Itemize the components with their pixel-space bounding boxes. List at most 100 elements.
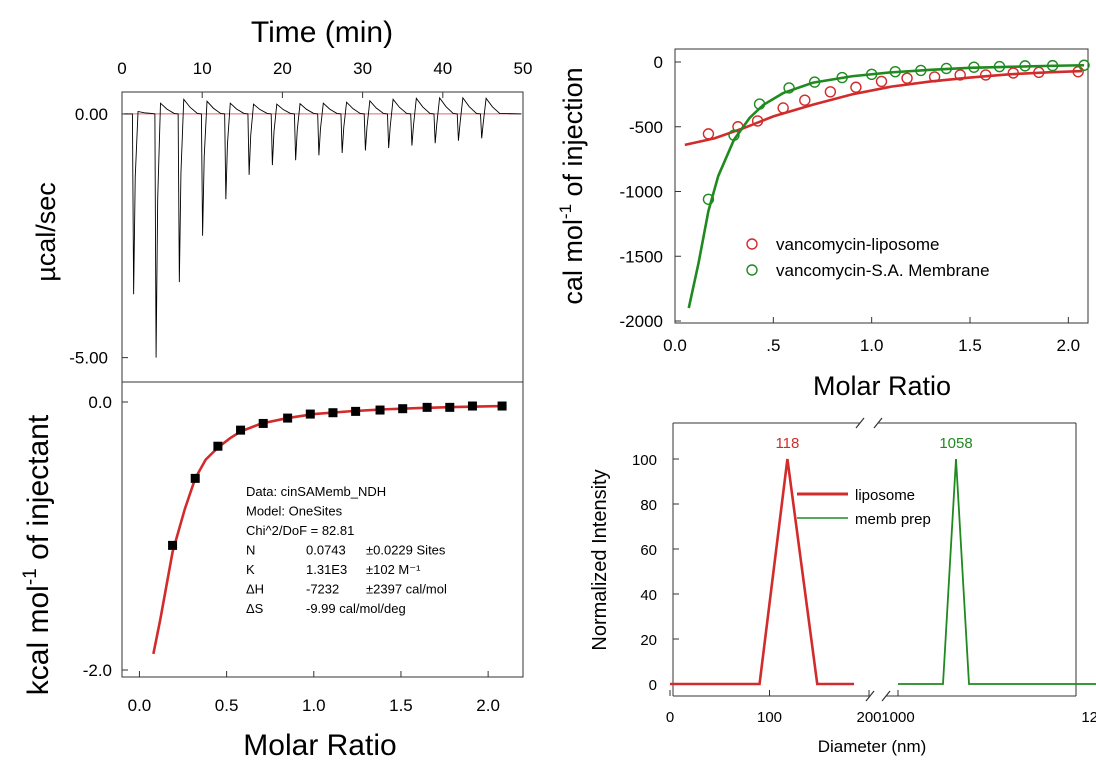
x-tick-label: 1200	[1081, 709, 1096, 726]
series-1-point	[1046, 59, 1059, 72]
fit-param-value: -9.99 cal/mol/deg	[306, 601, 406, 616]
axis-break-mark	[873, 417, 883, 429]
fit-param-label: Chi^2/DoF = 82.81	[246, 523, 354, 538]
y-tick-label: 0	[654, 53, 663, 72]
series-0-point	[751, 115, 764, 127]
x-tick-label: 100	[757, 709, 782, 726]
legend-marker	[746, 264, 758, 276]
fit-line-1	[687, 63, 1085, 309]
series-0-point	[901, 72, 913, 84]
heats-ylabel: cal mol-1 of injection	[556, 67, 588, 304]
x-tick-label: 1.0	[302, 696, 326, 715]
peak-label: 1058	[939, 435, 972, 452]
y-tick-label: -5.00	[69, 349, 108, 368]
x-tick-label: 1000	[881, 709, 914, 726]
axis-break-mark	[881, 690, 891, 702]
fit-param-error: ±2397 cal/mol	[366, 582, 447, 597]
fit-param-value: 0.0743	[306, 543, 346, 558]
itc-binding-y-ticks: 0.0 -2.0	[83, 393, 128, 680]
axis-break-mark	[865, 690, 875, 702]
y-tick-label: -2000	[620, 312, 663, 331]
x-tick-label: 0	[666, 709, 674, 726]
x-tick-label: 0.5	[215, 696, 239, 715]
itc-binding-plot-frame	[121, 381, 524, 678]
fit-param-label: Model: OneSites	[246, 504, 343, 519]
x-tick-label: 40	[433, 59, 452, 78]
dls-panel: Normalized Intensity Diameter (nm) 0 20 40…	[589, 417, 1096, 756]
dls-xlabel: Diameter (nm)	[818, 737, 927, 756]
dls-axes: 020406080100010020010001200	[632, 417, 1096, 726]
series-1-point	[940, 62, 953, 75]
series-1-point	[889, 66, 901, 78]
series-0-point	[850, 81, 862, 93]
series-0-point	[1007, 67, 1019, 79]
series-1-point	[783, 82, 795, 94]
series-0-point	[875, 75, 888, 88]
series-1-point	[808, 76, 821, 88]
series-0-point	[824, 86, 837, 98]
data-point	[497, 401, 507, 411]
dls-series-line-0	[670, 458, 855, 686]
series-1-point	[915, 64, 927, 77]
y-tick-label: 80	[640, 497, 657, 514]
fit-param-label: ΔS	[246, 601, 264, 616]
x-tick-label: 10	[193, 59, 212, 78]
x-tick-label: 30	[353, 59, 372, 78]
data-point	[375, 405, 385, 415]
fit-param-value: -7232	[306, 582, 339, 597]
legend-label: vancomycin-S.A. Membrane	[776, 261, 990, 280]
itc-raw-x-ticks: 0 10 20 30 40 50	[117, 59, 532, 98]
y-tick-label: 60	[640, 542, 657, 559]
x-tick-label: 0	[117, 59, 126, 78]
x-tick-label: 200	[856, 709, 881, 726]
itc-raw-panel: Time (min) 0 10 20 30 40 50 µcal/sec 0.00 -5.0…	[31, 16, 532, 383]
heats-series	[684, 59, 1090, 309]
x-tick-label: 1.0	[860, 336, 884, 355]
x-tick-label: 1.5	[958, 336, 982, 355]
y-tick-label: 20	[640, 632, 657, 649]
data-point	[283, 413, 293, 423]
series-0-point	[777, 102, 789, 114]
itc-binding-panel: kcal mol-1 of injectant Molar Ratio 0.0 0…	[20, 381, 524, 762]
heats-xlabel: Molar Ratio	[813, 371, 951, 401]
y-tick-label: 100	[632, 452, 657, 469]
dls-ylabel: Normalized Intensity	[589, 469, 611, 650]
series-0-point	[954, 69, 966, 81]
fit-param-error: ±102 M⁻¹	[366, 562, 421, 577]
series-1-point	[968, 61, 980, 73]
x-tick-label: 2.0	[1057, 336, 1081, 355]
fit-param-value: 1.31E3	[306, 562, 347, 577]
itc-binding-points	[168, 401, 507, 550]
fit-line-0	[684, 69, 1083, 147]
heats-y-ticks: 0 -500 -1000 -1500 -2000	[620, 53, 681, 331]
data-point	[305, 409, 315, 419]
x-tick-label: 0.0	[663, 336, 687, 355]
fit-param-label: N	[246, 543, 255, 558]
series-0-point	[928, 71, 941, 83]
data-point	[236, 425, 246, 435]
fit-param-label: ΔH	[246, 582, 264, 597]
heats-panel: cal mol-1 of injection Molar Ratio 0.0 .5…	[556, 48, 1090, 401]
itc-raw-xlabel: Time (min)	[251, 16, 393, 49]
y-tick-label: -500	[629, 118, 663, 137]
itc-binding-x-ticks: 0.0 0.5 1.0 1.5 2.0	[128, 671, 500, 715]
legend-label: liposome	[855, 487, 915, 504]
x-tick-label: 50	[514, 59, 533, 78]
fit-param-label: K	[246, 562, 255, 577]
y-tick-label: -2.0	[83, 661, 112, 680]
data-point	[351, 406, 361, 416]
axis-break-mark	[855, 417, 865, 429]
peak-label: 118	[775, 435, 799, 452]
x-tick-label: 0.0	[128, 696, 152, 715]
y-tick-label: -1500	[620, 247, 663, 266]
data-point	[328, 408, 338, 418]
data-point	[213, 441, 223, 451]
data-point	[190, 473, 200, 483]
data-point	[467, 401, 477, 411]
series-1-point	[728, 129, 740, 141]
series-0-point	[799, 94, 811, 106]
series-0-point	[702, 128, 715, 140]
legend-label: vancomycin-liposome	[776, 235, 939, 254]
data-point	[398, 404, 408, 414]
